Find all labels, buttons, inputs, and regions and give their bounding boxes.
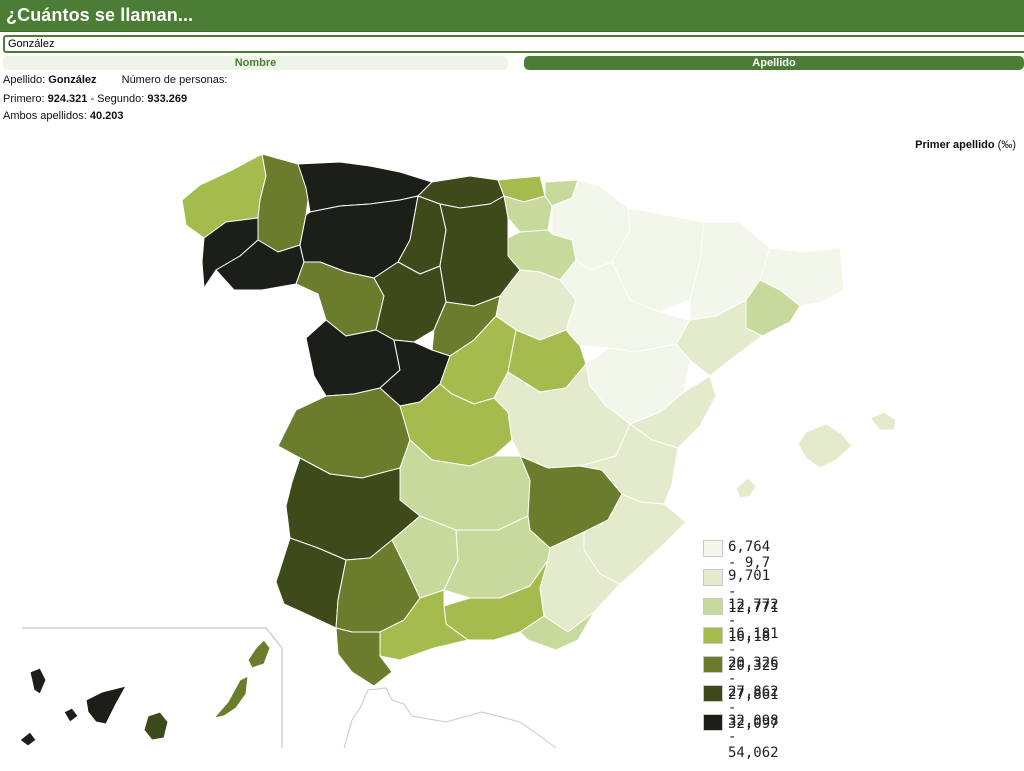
legend-label: 12,772 - 16,18 bbox=[728, 597, 779, 645]
primero-value: 924.321 bbox=[47, 93, 88, 105]
map-title-text: Primer apellido bbox=[915, 139, 995, 151]
legend-swatch bbox=[703, 656, 723, 673]
province-huesca[interactable] bbox=[611, 207, 705, 313]
tab-apellido[interactable]: Apellido bbox=[524, 56, 1024, 70]
segundo-value: 933.269 bbox=[147, 93, 188, 105]
legend-swatch bbox=[703, 569, 723, 586]
legend-label: 27,862 - 32,097 bbox=[728, 684, 779, 732]
segundo-label: - Segundo: bbox=[90, 93, 145, 105]
island-ibiza[interactable] bbox=[735, 477, 757, 499]
island-tenerife[interactable] bbox=[85, 685, 127, 725]
province-almeria[interactable] bbox=[519, 611, 595, 651]
page-title: ¿Cuántos se llaman... bbox=[6, 5, 194, 25]
island-lanzarote[interactable] bbox=[247, 639, 271, 669]
province-tarragona[interactable] bbox=[675, 299, 763, 377]
apellido-label: Apellido: bbox=[3, 74, 46, 86]
spain-province-map bbox=[19, 153, 897, 749]
north-africa-outline bbox=[343, 687, 557, 749]
info-line-apellido: Apellido: González Número de personas: bbox=[3, 74, 227, 86]
province-cadiz[interactable] bbox=[335, 627, 393, 687]
legend-label: 32,098 - 54,062 bbox=[728, 713, 779, 761]
province-alava[interactable] bbox=[503, 195, 553, 233]
legend-swatch bbox=[703, 685, 723, 702]
island-menorca[interactable] bbox=[869, 411, 897, 431]
info-line-ambos: Ambos apellidos: 40.203 bbox=[3, 110, 124, 122]
island-la-gomera[interactable] bbox=[63, 707, 79, 723]
island-fuerteventura[interactable] bbox=[212, 675, 249, 719]
numero-personas-label: Número de personas: bbox=[121, 74, 228, 86]
legend-swatch bbox=[703, 540, 723, 557]
ambos-label: Ambos apellidos: bbox=[3, 110, 87, 122]
legend-label: 6,764 - 9,7 bbox=[728, 539, 771, 571]
primero-label: Primero: bbox=[3, 93, 45, 105]
legend-swatch bbox=[703, 627, 723, 644]
surname-search-input[interactable] bbox=[3, 35, 1024, 53]
apellido-value: González bbox=[48, 74, 97, 86]
legend-label: 20,326 - 27,861 bbox=[728, 655, 779, 703]
island-gran-canaria[interactable] bbox=[143, 711, 169, 741]
legend-swatch bbox=[703, 714, 723, 731]
province-alicante[interactable] bbox=[583, 493, 687, 585]
map-title: Primer apellido (‰) bbox=[915, 139, 1016, 151]
legend-label: 16,181 - 20,325 bbox=[728, 626, 779, 674]
map-title-unit: (‰) bbox=[997, 139, 1016, 151]
island-mallorca[interactable] bbox=[797, 423, 853, 469]
ambos-value: 40.203 bbox=[89, 110, 124, 122]
island-la-palma[interactable] bbox=[29, 667, 47, 695]
island-el-hierro[interactable] bbox=[19, 731, 37, 747]
legend-swatch bbox=[703, 598, 723, 615]
canary-islands-inset-border bbox=[22, 627, 283, 748]
header-bar: ¿Cuántos se llaman... bbox=[0, 0, 1024, 32]
info-line-counts: Primero: 924.321 - Segundo: 933.269 bbox=[3, 93, 187, 105]
legend-label: 9,701 - 12,771 bbox=[728, 568, 779, 616]
tab-nombre[interactable]: Nombre bbox=[3, 56, 508, 70]
